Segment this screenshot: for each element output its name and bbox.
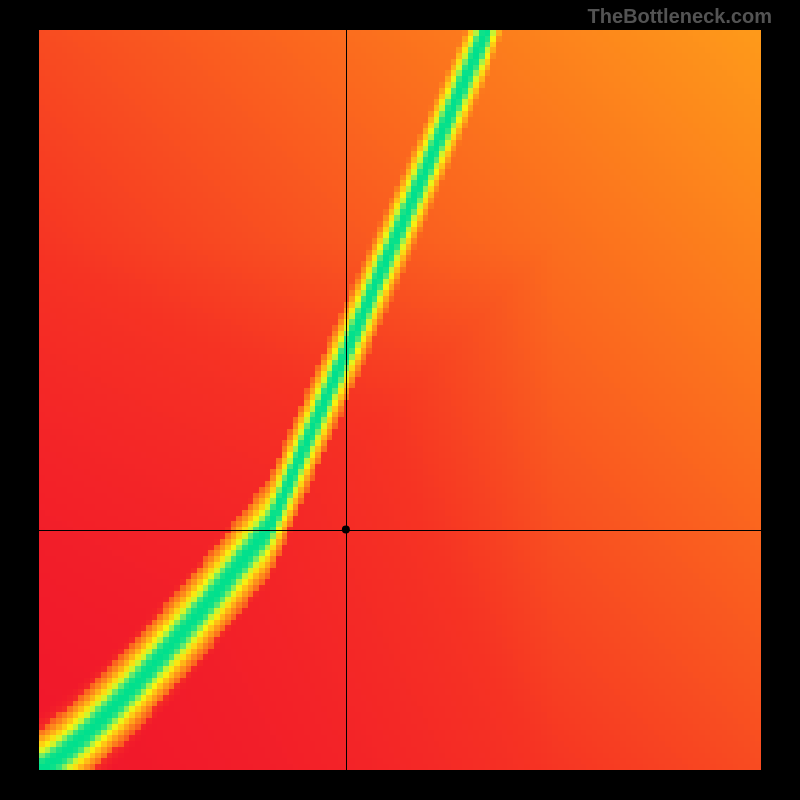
chart-container: TheBottleneck.com: [0, 0, 800, 800]
overlay-canvas: [0, 0, 800, 800]
